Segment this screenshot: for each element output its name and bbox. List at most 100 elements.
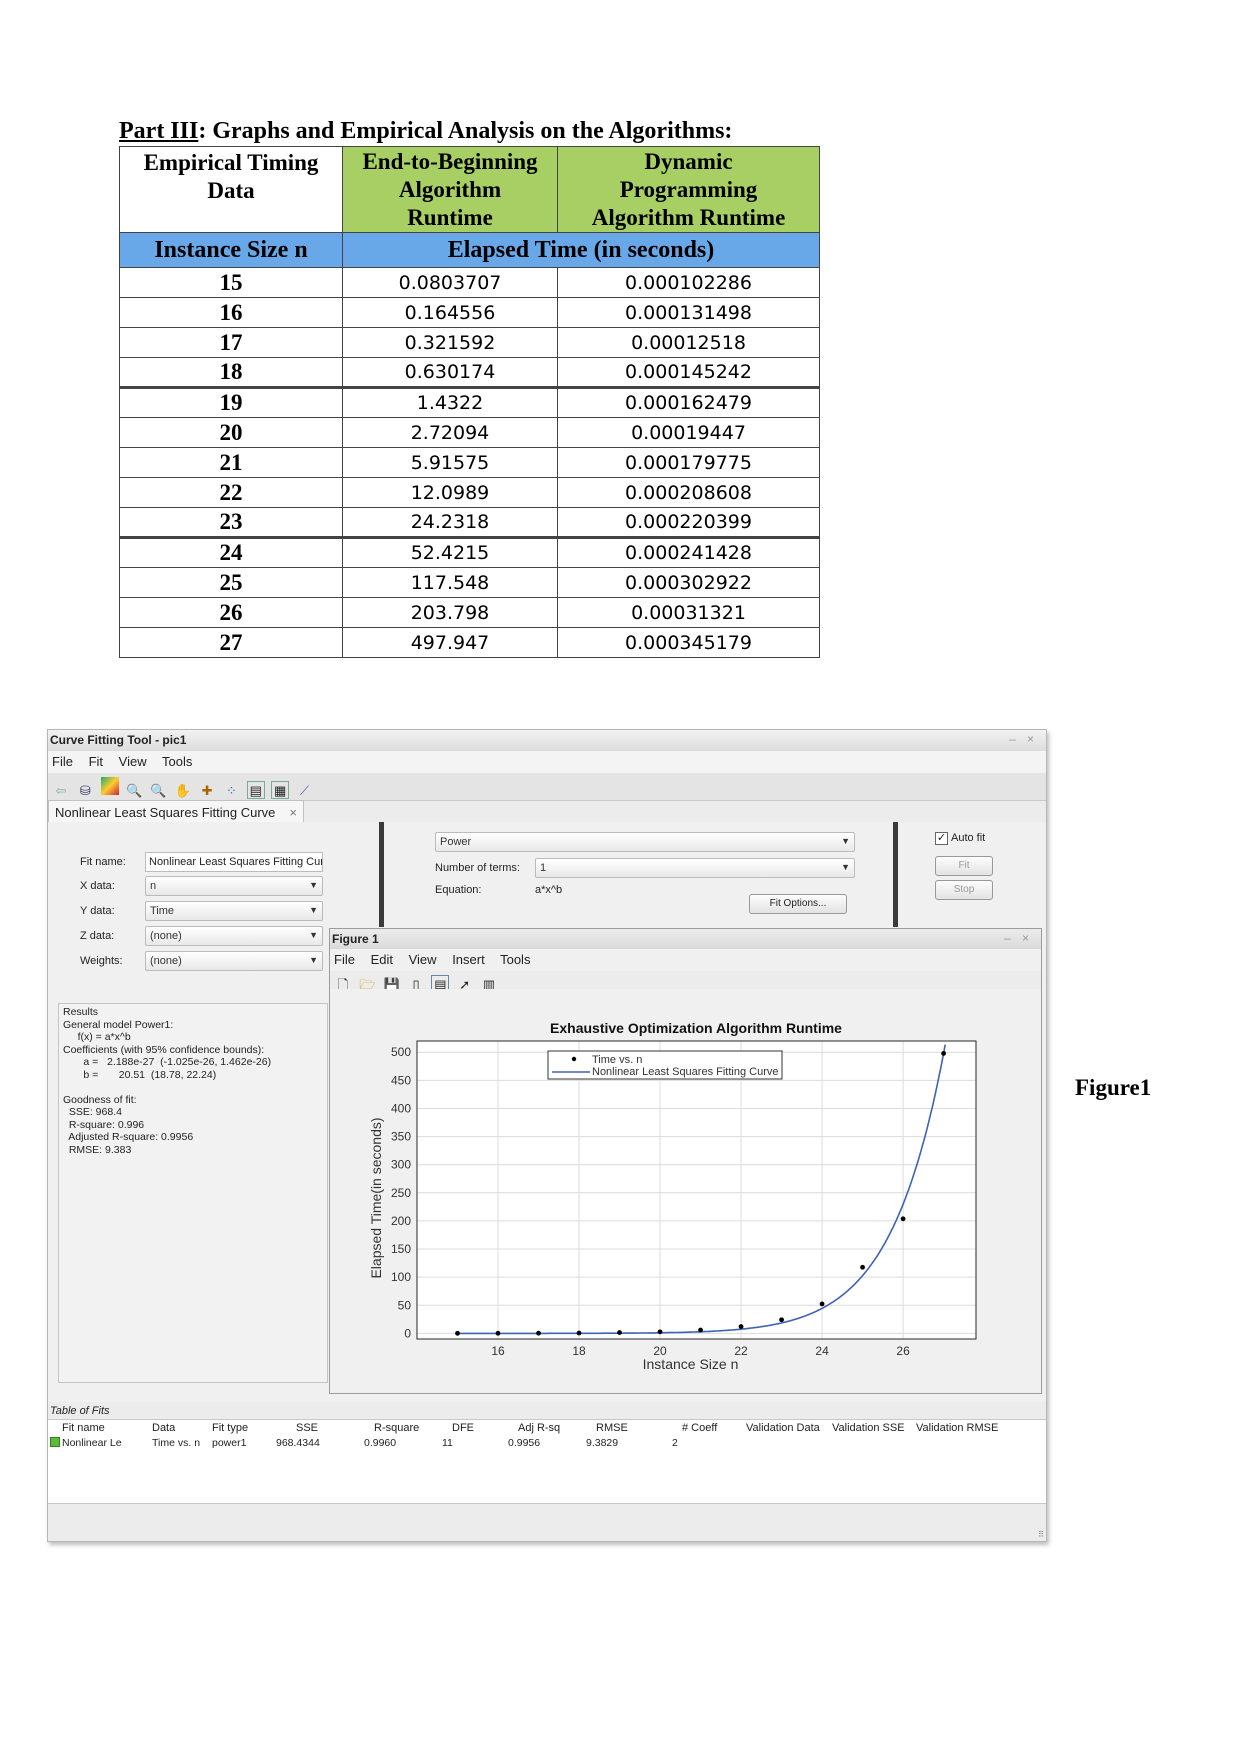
legend-label-points: Time vs. n <box>592 1054 642 1066</box>
window-controls[interactable]: – × <box>1008 732 1038 746</box>
results-line: Goodness of fit: <box>63 1093 137 1106</box>
zoom-in-icon[interactable]: 🔍 <box>125 783 143 798</box>
header-line: Dynamic <box>644 148 733 174</box>
new-figure-icon[interactable]: 🗋 <box>337 977 349 992</box>
legend-icon[interactable]: ▤ <box>246 781 265 799</box>
pan-icon[interactable]: ✋ <box>174 783 191 798</box>
z-data-label: Z data: <box>80 930 115 942</box>
z-data-select[interactable]: (none) ▼ <box>145 926 323 946</box>
data-point <box>617 1330 622 1335</box>
menu-tools[interactable]: Tools <box>500 952 531 967</box>
instance-size-cell: 20 <box>119 417 343 448</box>
menu-fit[interactable]: Fit <box>88 754 104 769</box>
fit-options-button[interactable]: Fit Options... <box>749 894 847 914</box>
header-line: Runtime <box>407 204 493 230</box>
table-of-fits-header[interactable]: Fit name <box>62 1422 105 1434</box>
table-of-fits-cell[interactable]: Time vs. n <box>152 1437 201 1449</box>
table-of-fits-label: Table of Fits <box>50 1405 110 1417</box>
legend-box <box>547 1050 783 1080</box>
table-of-fits: Fit name Data Fit type SSE R-square DFE Adj R-… <box>48 1419 1046 1504</box>
table-of-fits-header[interactable]: R-square <box>374 1422 420 1434</box>
y-data-select[interactable]: Time ▼ <box>145 901 323 921</box>
auto-fit-checkbox[interactable]: ✓ Auto fit <box>935 832 985 845</box>
table-of-fits-cell[interactable]: 0.9956 <box>508 1437 541 1449</box>
table-of-fits-cell[interactable]: power1 <box>212 1437 247 1449</box>
x-axis-label: Instance Size n <box>643 1356 739 1372</box>
save-icon[interactable]: 💾 <box>383 977 400 992</box>
results-line: Coefficients (with 95% confidence bounds… <box>63 1043 265 1056</box>
menu-view[interactable]: View <box>118 754 147 769</box>
menu-file[interactable]: File <box>334 952 355 967</box>
subheader-instance-size: Instance Size n <box>119 232 343 268</box>
chevron-down-icon: ▼ <box>841 862 850 872</box>
data-icon[interactable]: ⛁ <box>79 783 91 798</box>
table-of-fits-header[interactable]: Validation Data <box>746 1422 820 1434</box>
window-controls[interactable]: – × <box>1003 931 1033 945</box>
x-data-label: X data: <box>80 880 115 892</box>
fit-type-select[interactable]: Power ▼ <box>435 832 855 852</box>
table-of-fits-header[interactable]: RMSE <box>596 1422 628 1434</box>
x-tick-label: 24 <box>815 1344 829 1358</box>
x-data-select[interactable]: n ▼ <box>145 876 323 896</box>
table-of-fits-header[interactable]: Data <box>152 1422 176 1434</box>
table-of-fits-header[interactable]: # Coeff <box>682 1422 718 1434</box>
pointer-icon[interactable]: ➚ <box>459 977 471 992</box>
results-line: RMSE: 9.383 <box>63 1143 132 1156</box>
data-point <box>657 1329 663 1335</box>
exclude-outliers-icon[interactable]: ⁘ <box>225 783 237 798</box>
header-empirical-data: Empirical Timing Data <box>119 146 343 233</box>
plot-area[interactable]: 16 18 20 22 24 26 0 50 100 150 200 250 300 350 400 450 5… <box>330 989 1041 1393</box>
cftool-toolbar: ⇦ ⛁ 🔍 🔍 ✋ ✚ ⁘ ▤ ▦ ⟋ <box>48 773 1046 801</box>
x-tick-label: 18 <box>572 1344 586 1358</box>
table-of-fits-header[interactable]: Fit type <box>212 1422 249 1434</box>
instance-size-cell: 16 <box>119 297 343 328</box>
table-of-fits-cell[interactable]: 11 <box>442 1437 453 1449</box>
e2b-runtime-cell: 0.164556 <box>342 297 558 328</box>
open-icon[interactable]: 🗁 <box>359 977 376 992</box>
table-of-fits-header[interactable]: SSE <box>296 1422 319 1434</box>
timing-row: 22 12.0989 0.000208608 <box>119 477 820 508</box>
table-of-fits-cell[interactable]: 9.3829 <box>586 1437 619 1449</box>
figure-title: Figure 1 <box>332 932 379 946</box>
menu-view[interactable]: View <box>408 952 437 967</box>
menu-insert[interactable]: Insert <box>452 952 485 967</box>
table-of-fits-cell[interactable]: Nonlinear Le <box>50 1437 122 1449</box>
menu-edit[interactable]: Edit <box>370 952 393 967</box>
e2b-runtime-cell: 0.630174 <box>342 357 558 388</box>
table-of-fits-header[interactable]: Adj R-sq <box>518 1422 561 1434</box>
chevron-down-icon: ▼ <box>309 955 318 965</box>
menu-tools[interactable]: Tools <box>162 754 193 769</box>
panel-divider <box>893 822 898 927</box>
tab-nonlinear-fit[interactable]: Nonlinear Least Squares Fitting Curve × <box>48 800 304 822</box>
property-editor-icon[interactable]: ▥ <box>482 977 496 992</box>
z-data-value: (none) <box>150 930 182 942</box>
timing-row: 27 497.947 0.000345179 <box>119 627 820 658</box>
table-of-fits-cell[interactable]: 968.4344 <box>276 1437 320 1449</box>
tab-close-icon[interactable]: × <box>289 805 297 820</box>
table-of-fits-cell[interactable]: 0.9960 <box>364 1437 397 1449</box>
resize-grip-icon[interactable]: ⠿ <box>1038 1530 1044 1539</box>
data-point <box>779 1317 784 1323</box>
color-map-icon[interactable] <box>100 777 119 795</box>
data-cursor-icon[interactable]: ✚ <box>201 783 213 798</box>
axes-limits-icon[interactable]: ⟋ <box>299 783 309 798</box>
table-of-fits-header[interactable]: Validation RMSE <box>916 1422 999 1434</box>
fit-name-field[interactable]: Nonlinear Least Squares Fitting Curve <box>145 852 323 872</box>
table-of-fits-header[interactable]: DFE <box>452 1422 474 1434</box>
grid-icon[interactable]: ▦ <box>271 781 290 799</box>
menu-file[interactable]: File <box>52 754 73 769</box>
header-line: End-to-Beginning <box>362 148 538 174</box>
zoom-out-icon[interactable]: 🔍 <box>150 783 167 798</box>
header-line: Empirical Timing <box>143 150 319 175</box>
stop-button[interactable]: Stop <box>935 880 993 900</box>
chevron-down-icon: ▼ <box>841 836 850 846</box>
weights-select[interactable]: (none) ▼ <box>145 951 323 971</box>
undo-icon[interactable]: ⇦ <box>55 783 67 798</box>
fit-button[interactable]: Fit <box>935 856 993 876</box>
number-of-terms-label: Number of terms: <box>435 862 520 874</box>
table-of-fits-cell[interactable]: 2 <box>672 1437 678 1449</box>
print-icon[interactable]: ▯ <box>412 977 420 992</box>
timing-row: 16 0.164556 0.000131498 <box>119 297 820 328</box>
table-of-fits-header[interactable]: Validation SSE <box>832 1422 905 1434</box>
number-of-terms-select[interactable]: 1 ▼ <box>535 858 855 878</box>
